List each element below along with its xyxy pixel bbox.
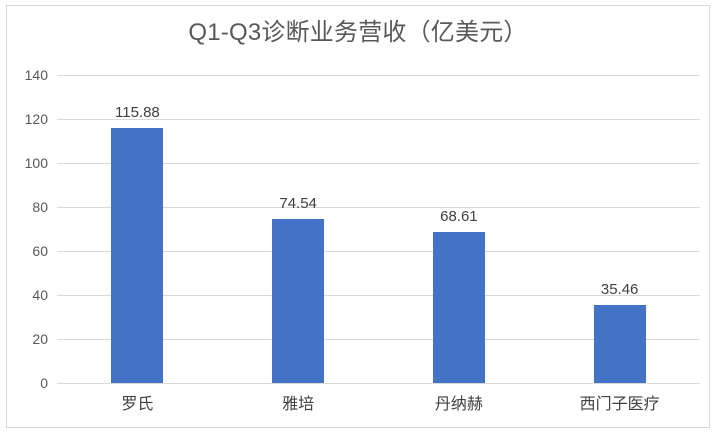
bar[interactable] — [593, 305, 646, 383]
x-axis-category-label: 罗氏 — [121, 396, 154, 413]
bar-value-label: 115.88 — [114, 104, 160, 122]
bar[interactable] — [432, 232, 485, 383]
bar-slot: 115.88 — [57, 75, 218, 383]
x-axis-labels-group: 罗氏 雅培 丹纳赫 西门子医疗 — [57, 392, 700, 422]
bar[interactable] — [272, 219, 325, 383]
bar[interactable] — [111, 128, 164, 383]
gridline: 60 — [32, 243, 700, 259]
y-axis-tick-label: 20 — [32, 331, 48, 347]
y-axis-tick-label: 80 — [32, 199, 48, 215]
gridline: 0 — [40, 375, 700, 391]
gridline: 120 — [25, 111, 700, 127]
gridline: 20 — [32, 331, 700, 347]
bar-value-label: 68.61 — [440, 208, 478, 226]
y-axis-tick-label: 0 — [40, 375, 48, 391]
gridline: 140 — [25, 67, 700, 83]
chart-title: Q1-Q3诊断业务营收（亿美元） — [188, 19, 528, 46]
y-axis-tick-label: 40 — [32, 287, 48, 303]
y-axis-tick-label: 100 — [24, 155, 48, 171]
bar-slot: 68.61 — [379, 75, 540, 383]
bars-group: 115.88 74.54 68.61 35.46 — [57, 75, 700, 383]
gridline: 80 — [32, 199, 700, 215]
bar-value-label: 35.46 — [600, 281, 639, 298]
y-axis-tick-label: 60 — [32, 243, 48, 259]
x-axis-category-label: 雅培 — [282, 396, 315, 413]
gridline: 100 — [25, 155, 700, 171]
gridline: 40 — [32, 287, 700, 303]
plot-area: 0 20 40 60 80 100 120 140 115.88 74.54 68.61 35.46 — [25, 67, 700, 391]
y-axis-tick-label: 140 — [24, 67, 48, 83]
y-axis-tick-label: 120 — [24, 111, 48, 127]
x-axis-category-label: 丹纳赫 — [434, 396, 483, 413]
bar-slot: 74.54 — [218, 75, 379, 383]
bar-value-label: 74.54 — [279, 195, 317, 213]
bar-slot: 35.46 — [539, 75, 700, 383]
x-axis-category-label: 西门子医疗 — [579, 396, 660, 413]
